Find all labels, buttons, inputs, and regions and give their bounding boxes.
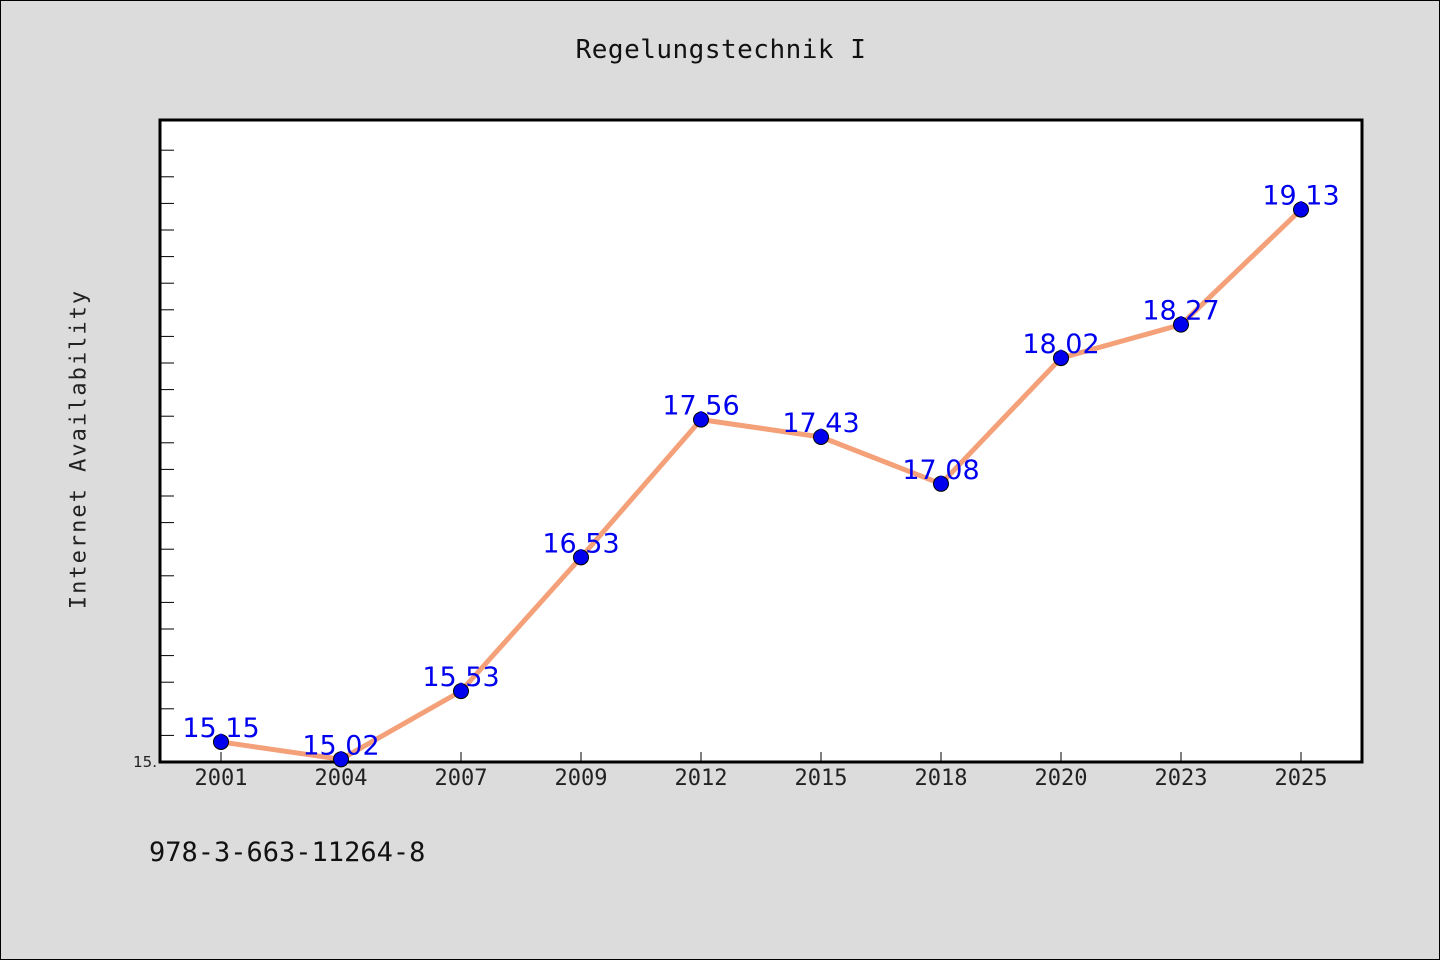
data-label: 15.02 — [302, 730, 379, 761]
y-tick-label: 15. — [133, 753, 157, 771]
x-tick-label: 2004 — [315, 766, 368, 791]
x-tick-label: 2001 — [195, 766, 248, 791]
y-minor-ticks: 15. — [133, 149, 174, 771]
data-point — [693, 411, 709, 428]
data-point — [1053, 350, 1069, 367]
data-label: 15.15 — [182, 713, 259, 744]
data-point — [933, 475, 949, 492]
x-tick-label: 2009 — [555, 766, 608, 791]
data-label: 16.53 — [542, 528, 619, 559]
chart-title: Regelungstechnik I — [575, 35, 867, 65]
series-markers — [213, 201, 1309, 768]
isbn-text: 978-3-663-11264-8 — [149, 837, 426, 868]
data-point — [1293, 201, 1309, 218]
data-label: 17.56 — [662, 391, 739, 422]
data-point — [813, 428, 829, 445]
x-axis-ticks: 2001 2004 2007 2009 2012 2015 2018 2020 2023 2025 — [195, 752, 1328, 791]
data-label: 17.08 — [902, 455, 979, 486]
x-tick-label: 2012 — [675, 766, 728, 791]
data-point — [1173, 316, 1189, 333]
plot-area — [158, 118, 1364, 764]
data-labels: 15.15 15.02 15.53 16.53 17.56 17.43 17.08 18.02… — [182, 181, 1339, 762]
x-tick-label: 2023 — [1155, 766, 1208, 791]
data-point — [213, 733, 229, 750]
data-point — [573, 549, 589, 566]
x-tick-label: 2007 — [435, 766, 488, 791]
x-tick-label: 2015 — [795, 766, 848, 791]
data-label: 17.43 — [782, 408, 859, 439]
data-label: 18.27 — [1142, 296, 1219, 327]
data-label: 19.13 — [1262, 181, 1339, 212]
data-label: 15.53 — [422, 662, 499, 693]
data-point — [453, 683, 469, 700]
data-label: 18.02 — [1022, 329, 1099, 360]
x-tick-label: 2018 — [915, 766, 968, 791]
data-point — [333, 751, 349, 768]
x-tick-label: 2020 — [1035, 766, 1088, 791]
x-tick-label: 2025 — [1275, 766, 1328, 791]
series-line — [218, 207, 1304, 762]
